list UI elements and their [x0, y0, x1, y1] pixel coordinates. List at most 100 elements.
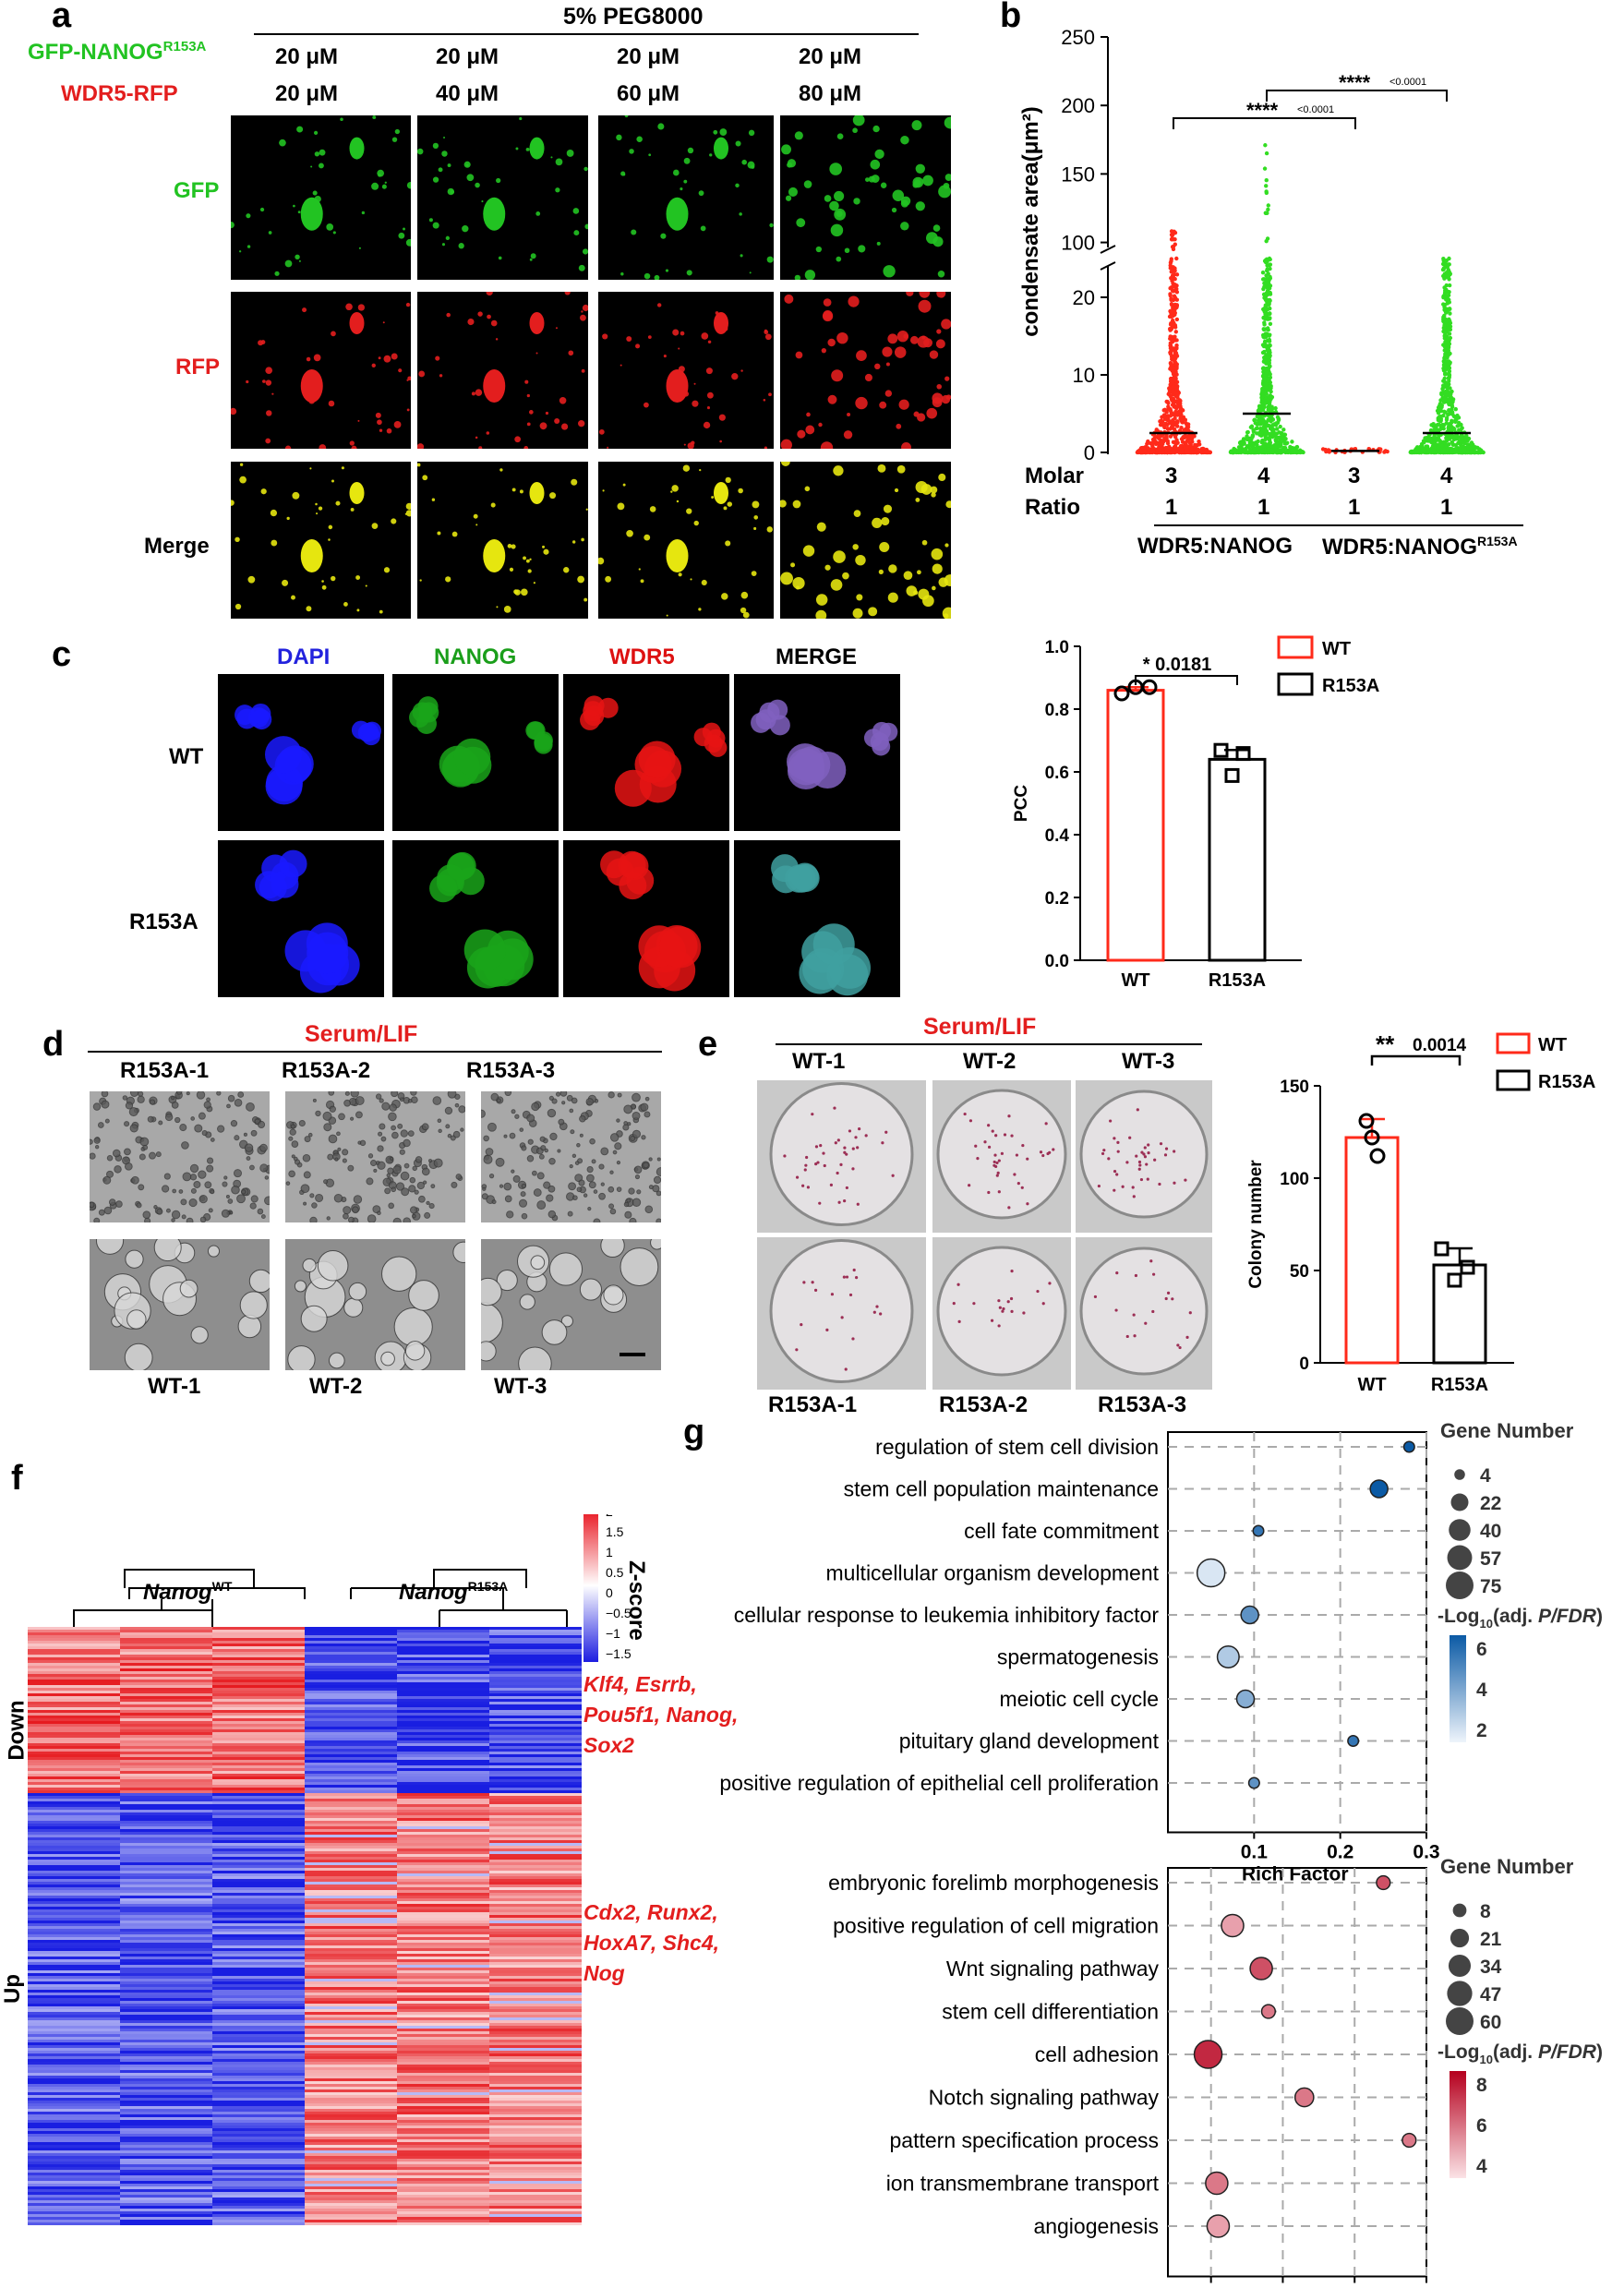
data-point — [1445, 307, 1450, 311]
data-point — [1300, 450, 1305, 454]
data-point — [1422, 449, 1427, 453]
colony-plate-photo — [932, 1080, 1071, 1233]
data-point — [1183, 440, 1187, 445]
data-point — [1440, 422, 1445, 427]
fluorescence-micrograph — [417, 292, 588, 449]
colorbar-tick: −1.5 — [606, 1646, 632, 1661]
enrichment-bubble — [1216, 1644, 1240, 1669]
heatmap-cell — [28, 1627, 120, 1630]
size-legend-dot — [1452, 1903, 1467, 1918]
size-legend-label: 47 — [1480, 1984, 1501, 2005]
data-point — [1462, 436, 1468, 440]
go-term-label: cell fate commitment — [964, 1519, 1160, 1543]
data-point — [1440, 386, 1445, 391]
data-point — [1447, 1272, 1462, 1288]
data-point — [1265, 267, 1269, 271]
data-point — [1447, 319, 1452, 323]
go-term-label: pattern specification process — [890, 2128, 1160, 2152]
data-point — [1446, 262, 1450, 267]
data-point — [1263, 367, 1268, 372]
immunofluorescence-micrograph — [563, 674, 729, 831]
data-point — [1265, 370, 1269, 375]
colorbar-tick: 1.5 — [606, 1524, 624, 1539]
c-column-label: DAPI — [277, 644, 331, 669]
tick-label: 100 — [1061, 232, 1095, 255]
data-point — [1450, 412, 1455, 416]
e-bottom-label: R153A-1 — [768, 1392, 858, 1417]
go-term-label: multicellular organism development — [826, 1561, 1160, 1585]
data-point — [1174, 272, 1180, 277]
c-row-r153a: R153A — [129, 909, 198, 934]
data-point — [1173, 445, 1177, 450]
go-term-label: meiotic cell cycle — [999, 1687, 1159, 1711]
color-legend-bar — [1450, 1635, 1466, 1742]
up-label: Up — [0, 1974, 25, 2004]
data-point — [1267, 339, 1272, 343]
data-point — [1192, 434, 1197, 439]
data-point — [1439, 391, 1444, 397]
wt-group-label: NanogWT — [143, 1579, 233, 1605]
heatmap: 2 1.5 1 0.5 0 −0.5 −1 −1.5 Z-score — [28, 1514, 649, 2225]
data-point — [1279, 442, 1283, 447]
data-point — [1265, 289, 1269, 295]
tick-label: 0.0 — [1045, 952, 1069, 971]
data-point — [1268, 435, 1272, 440]
legend-swatch — [1277, 635, 1314, 659]
data-point — [1169, 379, 1173, 383]
data-point — [1173, 230, 1178, 235]
gfp-concentration: 20 μM — [617, 44, 680, 69]
data-point — [1446, 353, 1450, 357]
data-point — [1441, 295, 1446, 300]
data-point — [1442, 354, 1448, 359]
b-ylabel: condensate area(μm²) — [1018, 106, 1043, 336]
bar — [1344, 1136, 1400, 1365]
data-point — [1169, 259, 1173, 263]
data-point — [1269, 432, 1273, 437]
data-point — [1177, 446, 1183, 451]
data-point — [1169, 296, 1173, 301]
data-point — [1180, 450, 1185, 455]
data-point — [1442, 336, 1448, 341]
colony-ylabel: Colony number — [1246, 1160, 1266, 1289]
data-point — [1468, 446, 1474, 451]
size-legend-label: 60 — [1480, 2012, 1501, 2033]
data-point — [1250, 434, 1255, 440]
size-legend-title: Gene Number — [1440, 1855, 1574, 1878]
c-column-label: WDR5 — [609, 644, 675, 669]
data-point — [1264, 381, 1269, 387]
enrichment-bubble — [1193, 2040, 1223, 2069]
data-point — [1173, 288, 1179, 294]
data-point — [1447, 256, 1451, 261]
data-point — [1171, 265, 1175, 270]
sig-p: 0.0014 — [1413, 1036, 1467, 1055]
data-point — [1261, 334, 1266, 339]
legend-label: R153A — [1538, 1072, 1595, 1092]
data-point — [1267, 394, 1272, 399]
data-point — [1183, 427, 1188, 432]
data-point — [1457, 427, 1462, 433]
data-point — [1445, 328, 1450, 332]
data-point — [1281, 427, 1286, 432]
data-point — [1444, 283, 1449, 288]
data-point — [1266, 207, 1270, 212]
category-label: WT — [1121, 970, 1149, 991]
data-point — [1444, 444, 1450, 449]
molar-value: 3 — [1165, 464, 1178, 488]
data-point — [1445, 273, 1450, 278]
data-point — [1197, 449, 1201, 454]
peg-label: 5% PEG8000 — [563, 4, 704, 30]
data-point — [1168, 427, 1173, 431]
data-point — [1440, 261, 1446, 267]
enrichment-bubble — [1221, 1913, 1245, 1938]
data-point — [1174, 379, 1180, 385]
data-point — [1250, 450, 1256, 455]
fluorescence-micrograph — [417, 462, 588, 619]
legend-label: R153A — [1322, 676, 1379, 696]
go-term-label: positive regulation of cell migration — [833, 1914, 1159, 1938]
data-point — [1172, 294, 1177, 298]
immunofluorescence-micrograph — [218, 840, 384, 997]
fluorescence-micrograph — [598, 115, 774, 280]
data-point — [1423, 436, 1427, 440]
brightfield-micrograph — [285, 1239, 465, 1370]
data-point — [1251, 427, 1256, 432]
